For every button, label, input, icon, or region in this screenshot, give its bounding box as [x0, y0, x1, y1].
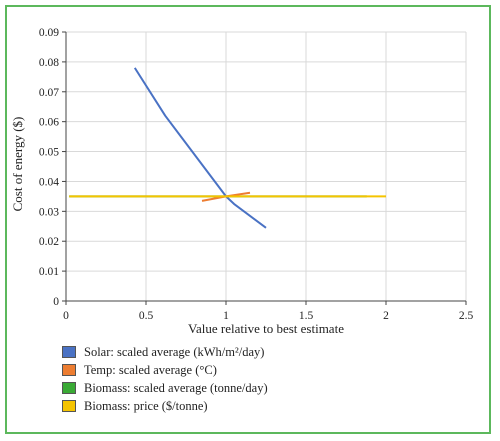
y-tick-label: 0.03	[39, 206, 59, 218]
legend: Solar: scaled average (kWh/m²/day) Temp:…	[62, 343, 268, 415]
legend-item: Biomass: price ($/tonne)	[62, 397, 268, 415]
y-tick-label: 0.04	[39, 176, 59, 188]
legend-swatch-biomass-average	[62, 382, 76, 394]
legend-label-solar: Solar: scaled average (kWh/m²/day)	[84, 344, 265, 359]
y-tick-label: 0.06	[39, 117, 59, 129]
x-axis-label: Value relative to best estimate	[188, 321, 344, 336]
x-tick-label: 1	[223, 310, 229, 322]
x-tick-label: 1.5	[299, 310, 314, 322]
legend-item: Temp: scaled average (°C)	[62, 361, 268, 379]
legend-item: Biomass: scaled average (tonne/day)	[62, 379, 268, 397]
axes	[62, 31, 467, 305]
legend-swatch-solar	[62, 346, 76, 358]
y-tick-label: 0.08	[39, 57, 59, 69]
x-tick-label: 2	[383, 310, 389, 322]
y-tick-label: 0	[53, 296, 59, 308]
legend-swatch-temp	[62, 364, 76, 376]
legend-label-biomass-average: Biomass: scaled average (tonne/day)	[84, 380, 268, 395]
grid-lines	[66, 31, 467, 301]
y-tick-label: 0.07	[39, 87, 59, 99]
chart-frame	[5, 5, 491, 434]
legend-label-biomass-price: Biomass: price ($/tonne)	[84, 398, 208, 413]
y-tick-label: 0.01	[39, 266, 59, 278]
y-tick-labels: 0 0.01 0.02 0.03 0.04 0.05 0.06 0.07 0.08 0.09	[39, 27, 59, 308]
y-tick-label: 0.02	[39, 236, 59, 248]
legend-item: Solar: scaled average (kWh/m²/day)	[62, 343, 268, 361]
x-tick-label: 2.5	[459, 310, 474, 322]
x-tick-label: 0.5	[139, 310, 154, 322]
legend-label-temp: Temp: scaled average (°C)	[84, 362, 217, 377]
x-tick-label: 0	[63, 310, 69, 322]
y-axis-label: Cost of energy ($)	[10, 117, 25, 212]
legend-swatch-biomass-price	[62, 400, 76, 412]
x-tick-labels: 0 0.5 1 1.5 2 2.5	[63, 310, 473, 322]
y-tick-label: 0.09	[39, 27, 59, 39]
y-tick-label: 0.05	[39, 147, 59, 159]
series-lines	[69, 67, 386, 229]
